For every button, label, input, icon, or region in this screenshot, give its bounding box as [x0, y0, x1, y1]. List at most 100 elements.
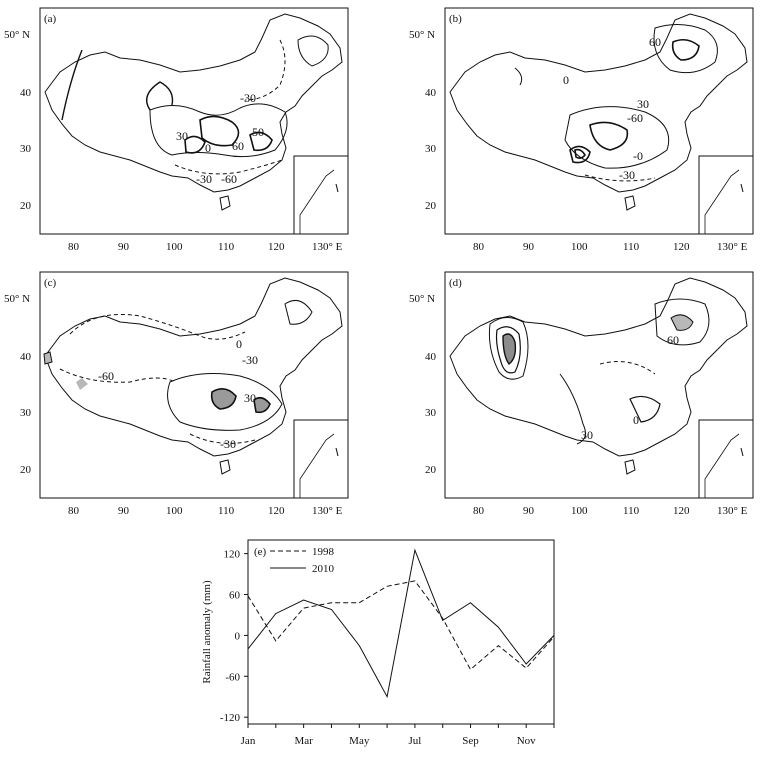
- contour-line: [199, 115, 240, 147]
- contour-line: [584, 174, 656, 182]
- x-tick-label: 110: [623, 505, 640, 517]
- x-tick-label: Mar: [294, 735, 313, 747]
- contour-line: [559, 373, 586, 445]
- contour-label: -60: [98, 369, 114, 383]
- x-tick-label: May: [349, 735, 370, 747]
- y-tick-label: 120: [224, 549, 241, 561]
- contour-label: 30: [244, 391, 256, 405]
- contour-line: [599, 361, 656, 375]
- x-tick-label: 130° E: [717, 505, 748, 517]
- contour-line: [653, 24, 718, 74]
- contour-line: [297, 35, 329, 67]
- contour-label: 30: [581, 428, 593, 442]
- contour-label: 0: [633, 413, 639, 427]
- contour-label: 30: [637, 97, 649, 111]
- y-tick-label: 40: [425, 87, 437, 99]
- x-tick-label: 100: [166, 241, 183, 253]
- y-tick-label: -120: [220, 712, 241, 724]
- x-tick-label: Nov: [517, 735, 536, 747]
- contour-label: 0: [205, 141, 211, 155]
- contour-label: 60: [649, 35, 661, 49]
- contour-line: [210, 388, 237, 410]
- x-tick-label: Sep: [462, 735, 479, 747]
- y-axis-title: Rainfall anomaly (mm): [201, 580, 213, 684]
- contour-line: [69, 313, 246, 340]
- x-tick-label: 110: [218, 505, 235, 517]
- x-tick-label: 120: [673, 241, 690, 253]
- x-tick-label: 80: [68, 505, 80, 517]
- contour-line: [76, 378, 88, 390]
- legend-label-1998: 1998: [312, 546, 335, 558]
- panel-label: (d): [449, 277, 462, 289]
- y-tick-label: 40: [20, 87, 32, 99]
- x-tick-label: 110: [218, 241, 235, 253]
- map-frame: [444, 7, 754, 235]
- contour-line: [59, 368, 176, 383]
- x-tick-label: 130° E: [312, 505, 343, 517]
- contour-line: [495, 326, 521, 374]
- contour-line: [61, 49, 83, 121]
- map-panel-b: (b) 60 0 -60 -0 -30 30 50° N 40 30 20 80…: [409, 7, 754, 253]
- panel-label: (c): [44, 277, 57, 289]
- y-tick-label: 50° N: [409, 29, 435, 41]
- contour-label: 30: [176, 129, 188, 143]
- series-line-2010: [247, 548, 555, 699]
- x-tick-label: 100: [166, 505, 183, 517]
- legend-label-2010: 2010: [312, 563, 335, 575]
- y-tick-label: 60: [229, 590, 241, 602]
- y-tick-label: 20: [425, 200, 437, 212]
- contour-line: [574, 148, 586, 159]
- contour-line: [146, 81, 174, 111]
- chart-panel-label: (e): [254, 546, 267, 558]
- x-tick-label: 130° E: [312, 241, 343, 253]
- contour-line: [284, 299, 313, 325]
- y-tick-label: 30: [425, 143, 437, 155]
- x-tick-label: 120: [268, 241, 285, 253]
- contour-line: [564, 106, 670, 169]
- y-tick-label: -60: [225, 671, 240, 683]
- contour-line: [629, 395, 661, 423]
- contour-label: 50: [252, 125, 264, 139]
- x-tick-label: 110: [623, 241, 640, 253]
- y-tick-label: 40: [20, 351, 32, 363]
- map-frame: [39, 7, 349, 235]
- map-frame: [444, 271, 754, 499]
- x-tick-label: 100: [571, 505, 588, 517]
- contour-line: [670, 314, 694, 331]
- contour-line: [671, 38, 700, 61]
- x-tick-label: 120: [268, 505, 285, 517]
- map-frame: [39, 271, 349, 499]
- x-tick-label: 120: [673, 505, 690, 517]
- y-tick-label: 50° N: [4, 293, 30, 305]
- y-tick-label: 30: [20, 143, 32, 155]
- inset-map: [293, 419, 349, 499]
- map-panel-d: (d) 60 0 30 50° N 40 30 20 80 90 100 110…: [409, 271, 754, 517]
- contour-line: [167, 373, 283, 431]
- chart-series: [247, 548, 555, 699]
- y-tick-label: 40: [425, 351, 437, 363]
- x-tick-label: 130° E: [717, 241, 748, 253]
- x-tick-label: 90: [523, 505, 535, 517]
- contour-label: -30: [619, 168, 635, 182]
- map-panel-a: (a) -30 30 50 0 60 -30 -60 50° N 40 30 2…: [4, 7, 349, 253]
- panel-label: (b): [449, 13, 462, 25]
- x-tick-label: 100: [571, 241, 588, 253]
- panel-label: (a): [44, 13, 57, 25]
- y-tick-label: 50° N: [4, 29, 30, 41]
- y-tick-label: 50° N: [409, 293, 435, 305]
- contour-label: -30: [220, 437, 236, 451]
- contour-label: -30: [196, 172, 212, 186]
- inset-map: [293, 155, 349, 235]
- contour-line: [569, 145, 591, 164]
- x-tick-label: Jan: [241, 735, 256, 747]
- x-tick-label: 80: [68, 241, 80, 253]
- y-tick-label: 30: [20, 407, 32, 419]
- x-tick-label: 90: [118, 241, 130, 253]
- rainfall-anomaly-chart: (e) 1998 2010 Rainfall anomaly (mm) 120 6…: [201, 539, 555, 747]
- y-tick-label: 20: [20, 200, 32, 212]
- y-tick-label: 20: [20, 464, 32, 476]
- contour-label: 60: [667, 333, 679, 347]
- x-tick-label: Jul: [408, 735, 421, 747]
